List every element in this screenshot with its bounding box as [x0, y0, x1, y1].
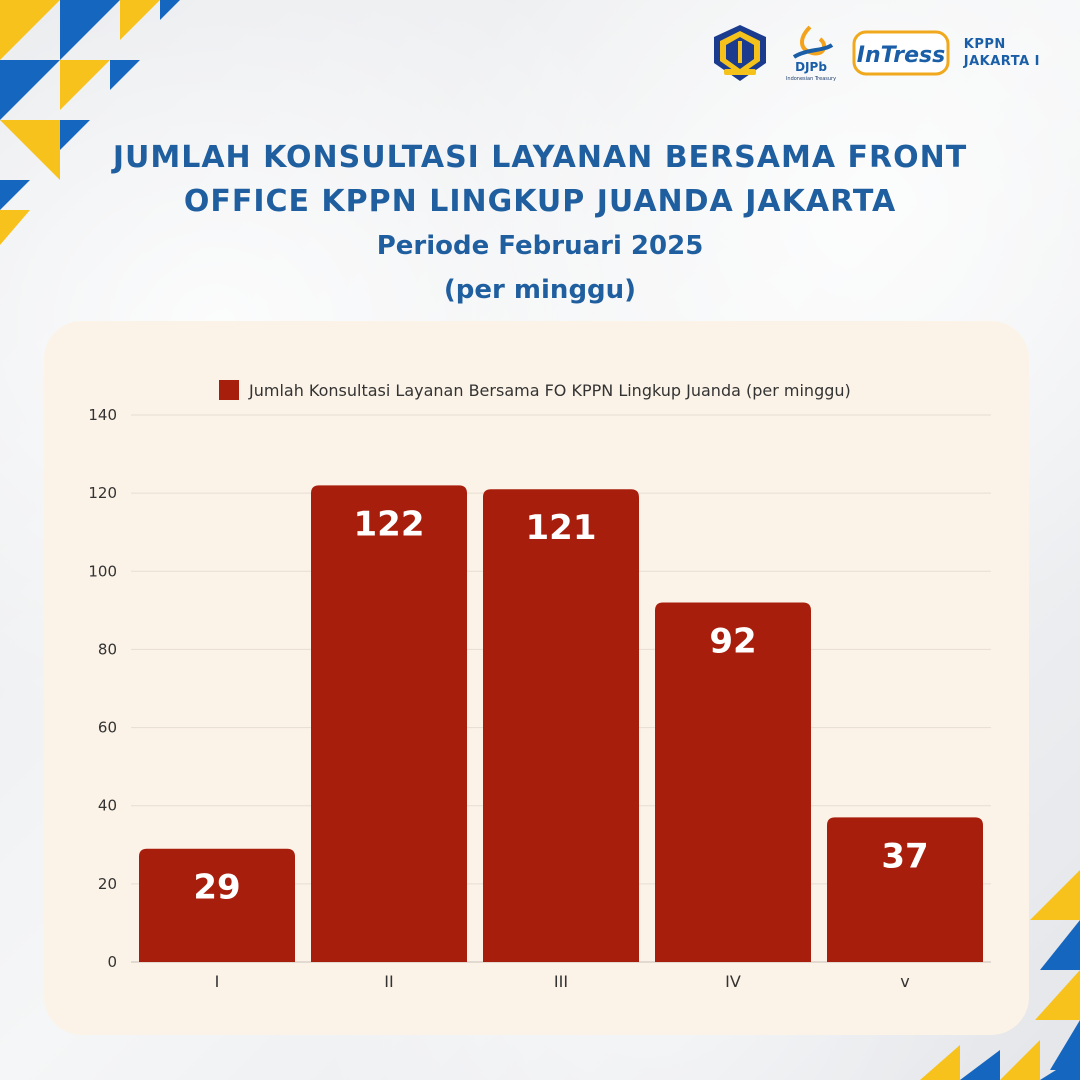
title-period: Periode Februari 2025 — [376, 231, 704, 261]
x-tick-label: III — [554, 972, 568, 991]
y-tick-label: 0 — [107, 953, 117, 971]
bar — [655, 602, 811, 962]
kppn-line1: KPPN — [963, 37, 1006, 52]
y-tick-label: 20 — [98, 875, 117, 893]
x-tick-label: IV — [725, 972, 741, 991]
data-label: 92 — [709, 622, 756, 662]
decorative-triangles-top-left — [0, 0, 180, 245]
x-tick-label: II — [384, 972, 393, 991]
title-line-2: OFFICE KPPN LINGKUP JUANDA JAKARTA — [183, 184, 897, 219]
kemenkeu-emblem-logo — [710, 23, 770, 83]
data-label: 37 — [881, 836, 928, 876]
djpb-logo: DJPb Indonesian Treasury — [784, 23, 838, 83]
chart-card: 0 20 40 60 80 100 120 140 Jumlah Konsultasi Laya… — [44, 321, 1029, 1035]
kppn-logo-text: KPPN JAKARTA I — [964, 36, 1040, 70]
intress-label: InTress — [857, 43, 945, 68]
y-tick-label: 60 — [98, 719, 117, 737]
kppn-line2: JAKARTA I — [963, 54, 1040, 69]
header-logos: DJPb Indonesian Treasury InTress KPPN JA… — [710, 18, 1040, 88]
data-label: 121 — [526, 508, 597, 548]
y-tick-label: 80 — [98, 640, 117, 658]
bar-chart: 0 20 40 60 80 100 120 140 Jumlah Konsultasi Laya… — [88, 380, 991, 991]
djpb-label: DJPb — [795, 60, 827, 74]
page-title: JUMLAH KONSULTASI LAYANAN BERSAMA FRONT … — [0, 136, 1080, 312]
legend-swatch — [219, 380, 239, 400]
y-tick-label: 120 — [88, 484, 117, 502]
x-tick-label: I — [215, 972, 220, 991]
x-tick-label: v — [900, 972, 909, 991]
legend-label: Jumlah Konsultasi Layanan Bersama FO KPP… — [248, 381, 851, 400]
intress-logo: InTress — [852, 28, 950, 78]
djpb-tagline: Indonesian Treasury — [786, 76, 836, 82]
decorative-triangles-right — [1030, 870, 1080, 1070]
bar — [827, 817, 983, 962]
data-label: 122 — [354, 504, 425, 544]
y-tick-label: 40 — [98, 797, 117, 815]
title-line-1: JUMLAH KONSULTASI LAYANAN BERSAMA FRONT — [112, 140, 968, 175]
y-tick-label: 140 — [88, 406, 117, 424]
y-tick-label: 100 — [88, 562, 117, 580]
title-unit: (per minggu) — [443, 275, 637, 305]
bar — [311, 485, 467, 962]
decorative-triangles-bottom — [920, 1040, 1080, 1080]
bar — [139, 848, 295, 962]
bar — [483, 489, 639, 962]
data-label: 29 — [193, 868, 240, 908]
